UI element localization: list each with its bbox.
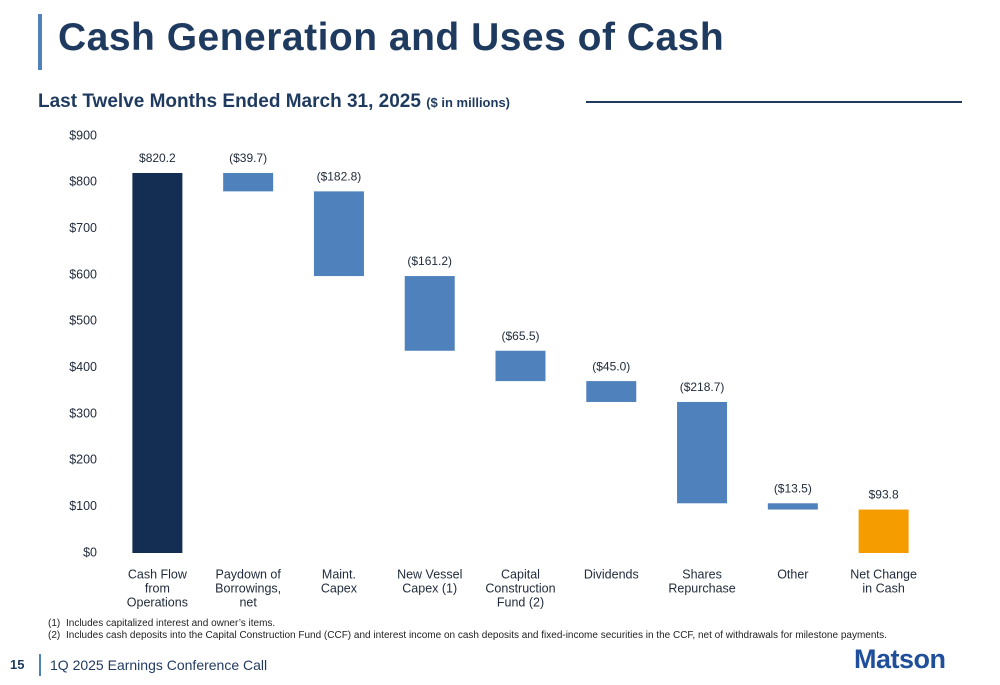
subtitle: Last Twelve Months Ended March 31, 2025 — [38, 91, 421, 112]
x-tick-label: Borrowings, — [215, 581, 281, 595]
x-tick-label: Other — [777, 567, 808, 581]
x-tick-label: Paydown of — [216, 567, 282, 581]
footnote-text: Includes capitalized interest and owner’… — [66, 618, 276, 629]
value-label: ($161.2) — [407, 254, 452, 268]
bar — [858, 509, 909, 553]
bar — [586, 381, 637, 402]
x-tick-label: in Cash — [862, 581, 904, 595]
y-tick-label: $0 — [83, 545, 97, 559]
x-tick-label: Capital — [501, 567, 540, 581]
footnote: (2) Includes cash deposits into the Capit… — [48, 630, 958, 642]
x-tick-label: Capex (1) — [402, 581, 457, 595]
y-tick-label: $600 — [69, 267, 97, 281]
value-label: ($182.8) — [317, 170, 362, 184]
chart: $0 $100 $200 $300 $400 $500 $600 $700 $800 $900 $8… — [69, 128, 917, 609]
footer-accent — [39, 654, 41, 676]
x-tick-label: from — [145, 581, 170, 595]
footer-text: 1Q 2025 Earnings Conference Call — [50, 657, 268, 673]
y-tick-label: $100 — [69, 499, 97, 513]
footnote: (1) Includes capitalized interest and own… — [48, 618, 958, 630]
value-label: ($13.5) — [774, 481, 812, 495]
title-accent — [38, 14, 42, 70]
x-tick-label: Net Change — [850, 567, 917, 581]
value-label: ($45.0) — [592, 359, 630, 373]
y-tick-label: $200 — [69, 453, 97, 467]
value-label: ($65.5) — [501, 329, 539, 343]
value-label: ($39.7) — [229, 151, 267, 165]
bar — [767, 503, 818, 510]
footnote-text: Includes cash deposits into the Capital … — [66, 630, 887, 641]
x-tick-label: net — [239, 595, 257, 609]
subtitle-row: Last Twelve Months Ended March 31, 2025 … — [38, 91, 510, 113]
y-tick-label: $400 — [69, 360, 97, 374]
bar — [495, 350, 546, 382]
footnote-marker: (2) — [48, 630, 61, 641]
value-label: $93.8 — [869, 488, 899, 502]
bar — [313, 191, 364, 277]
x-tick-label: Fund (2) — [497, 595, 544, 609]
bar — [223, 172, 274, 192]
x-tick-label: Dividends — [584, 567, 639, 581]
bar — [677, 401, 728, 504]
x-tick-label: New Vessel — [397, 567, 462, 581]
x-tick-label: Capex — [321, 581, 358, 595]
x-tick-label: Repurchase — [668, 581, 735, 595]
subtitle-rule — [586, 101, 962, 103]
y-tick-label: $300 — [69, 406, 97, 420]
x-tick-label: Construction — [485, 581, 555, 595]
unit-note: ($ in millions) — [426, 95, 511, 110]
y-tick-label: $900 — [69, 128, 97, 142]
footnote-marker: (1) — [48, 618, 61, 629]
title: Cash Generation and Uses of Cash — [58, 16, 725, 59]
x-tick-label: Operations — [127, 595, 188, 609]
bar — [404, 276, 455, 351]
value-label: ($218.7) — [680, 380, 725, 394]
x-tick-label: Maint. — [322, 567, 356, 581]
logo: Matson — [854, 644, 946, 674]
x-tick-label: Shares — [682, 567, 722, 581]
x-tick-label: Cash Flow — [128, 567, 188, 581]
bar — [132, 172, 183, 553]
y-tick-label: $800 — [69, 175, 97, 189]
value-label: $820.2 — [139, 151, 176, 165]
y-tick-label: $700 — [69, 221, 97, 235]
y-tick-label: $500 — [69, 314, 97, 328]
page-number: 15 — [10, 657, 25, 672]
